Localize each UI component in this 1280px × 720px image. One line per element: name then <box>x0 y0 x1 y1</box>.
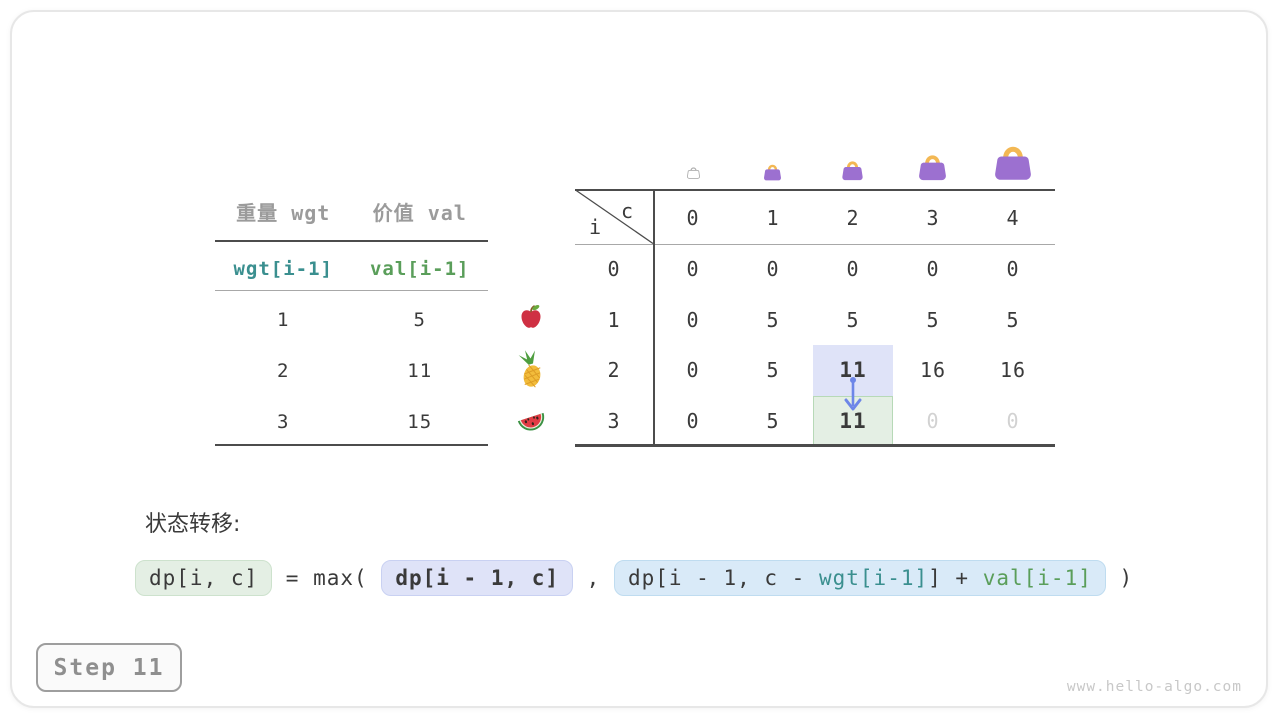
table-bottom-rule <box>575 444 1055 447</box>
col-header: 0 <box>686 205 700 230</box>
dp-cell: 5 <box>1006 307 1020 332</box>
table-row: 2 11 <box>215 357 488 385</box>
formula-val-term: val[i-1] <box>982 566 1092 590</box>
row-header: 3 <box>607 408 621 433</box>
weight-value: 3 <box>277 411 290 433</box>
bag-capacity-2-icon <box>840 158 865 181</box>
bag-capacity-1-icon <box>762 162 783 181</box>
val-index-label: val[i-1] <box>369 258 470 280</box>
value-value: 5 <box>413 309 426 331</box>
header-rule <box>575 243 1055 245</box>
value-value: 11 <box>407 360 433 382</box>
formula-arg2-mid: ] + <box>928 566 983 590</box>
table-row: 1 5 <box>215 306 488 334</box>
items-table-header-row: 重量 wgt 价值 val <box>215 197 488 225</box>
watermark: www.hello-algo.com <box>1066 679 1242 695</box>
diagonal-line <box>575 189 653 244</box>
bag-empty-icon <box>686 165 701 179</box>
dp-cell: 0 <box>926 257 940 282</box>
divider <box>215 290 488 291</box>
row-header: 0 <box>607 257 621 282</box>
value-value: 15 <box>407 411 433 433</box>
dp-cell: 0 <box>1006 257 1020 282</box>
formula-wgt-term: wgt[i-1] <box>818 566 929 590</box>
dp-cell: 0 <box>1006 408 1020 433</box>
col-header: 3 <box>926 205 940 230</box>
dp-cell: 0 <box>766 257 780 282</box>
dp-cell: 0 <box>686 257 700 282</box>
table-row: 3 15 <box>215 408 488 436</box>
formula-separator: , <box>573 566 614 590</box>
col-header: 4 <box>1006 205 1020 230</box>
wgt-index-label: wgt[i-1] <box>233 258 333 280</box>
divider <box>215 444 488 446</box>
dp-cell: 0 <box>926 408 940 433</box>
dp-cell: 5 <box>766 358 780 383</box>
dp-cell: 16 <box>999 358 1027 383</box>
watermelon-icon <box>513 404 549 436</box>
col-header: 2 <box>846 205 860 230</box>
transition-label: 状态转移: <box>145 512 241 537</box>
formula-arg2-prefix: dp[i - 1, c - <box>627 566 819 590</box>
dp-cell: 5 <box>846 307 860 332</box>
dp-cell: 0 <box>686 408 700 433</box>
formula-equals-max: = max( <box>272 566 382 590</box>
value-column-header: 价值 val <box>372 200 467 225</box>
pineapple-icon <box>514 350 548 390</box>
bag-capacity-3-icon <box>916 151 949 181</box>
row-header: 2 <box>607 358 621 383</box>
formula-arg2-chip: dp[i - 1, c - wgt[i-1]] + val[i-1] <box>613 560 1106 596</box>
dp-table: c i 0 1 2 3 4 0 1 2 3 0 0 0 0 0 0 5 5 5 … <box>575 189 1055 447</box>
weight-value: 1 <box>277 309 290 331</box>
formula-arg1-chip: dp[i - 1, c] <box>381 560 574 596</box>
formula-close-paren: ) <box>1105 566 1134 590</box>
dp-cell: 16 <box>919 358 947 383</box>
transfer-arrow-icon <box>844 377 862 411</box>
vertical-rule <box>653 189 655 446</box>
step-badge: Step 11 <box>36 643 182 692</box>
dp-cell: 5 <box>926 307 940 332</box>
dp-cell: 5 <box>766 307 780 332</box>
apple-icon <box>517 303 545 331</box>
dp-cell: 0 <box>846 257 860 282</box>
row-header: 1 <box>607 307 621 332</box>
col-header: 1 <box>766 205 780 230</box>
dp-cell-target-value: 11 <box>839 408 867 433</box>
weight-column-header: 重量 wgt <box>236 200 331 225</box>
bag-capacity-4-icon <box>991 141 1035 181</box>
divider <box>215 240 488 242</box>
index-expression-row: wgt[i-1] val[i-1] <box>215 255 488 283</box>
dp-cell: 0 <box>686 307 700 332</box>
weight-value: 2 <box>277 360 290 382</box>
formula-lhs-chip: dp[i, c] <box>135 560 273 596</box>
transition-formula: dp[i, c] = max( dp[i - 1, c] , dp[i - 1,… <box>135 560 1133 596</box>
corner-row-var: i <box>589 215 602 239</box>
corner-col-var: c <box>621 199 634 223</box>
dp-cell: 0 <box>686 358 700 383</box>
table-top-rule <box>575 189 1055 191</box>
dp-cell: 5 <box>766 408 780 433</box>
